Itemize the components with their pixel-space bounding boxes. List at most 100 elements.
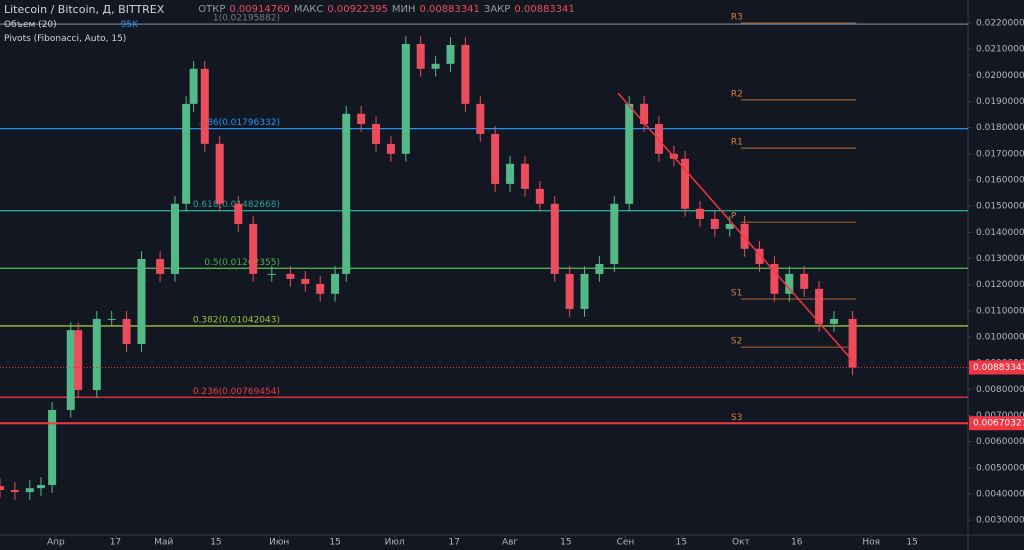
candle-body xyxy=(386,143,395,154)
candle-body xyxy=(446,44,455,64)
candle-body xyxy=(535,188,544,204)
trendline xyxy=(617,92,857,366)
candle-body xyxy=(829,318,838,324)
pivot-label: S3 xyxy=(731,413,742,423)
candle-body xyxy=(107,318,116,320)
candle-body xyxy=(156,258,165,274)
candle-body xyxy=(357,113,366,125)
price-badge-label: 0.00883341 xyxy=(973,363,1024,373)
indicator-name[interactable]: Pivots (Fibonacci, Auto, 15) xyxy=(4,34,127,44)
x-tick-label: Июл xyxy=(385,538,405,548)
candle-body xyxy=(286,273,295,279)
x-tick-label: Ноя xyxy=(862,538,880,548)
candle-body xyxy=(92,318,101,391)
ohlc-key: МАКС xyxy=(293,4,324,15)
x-tick-label: 15 xyxy=(560,538,571,548)
pivot-label: S1 xyxy=(731,289,742,299)
x-tick-label: 15 xyxy=(906,538,917,548)
candle-body xyxy=(189,68,198,104)
candle-body xyxy=(301,278,310,284)
fib-label: 0.5(0.01262355) xyxy=(204,258,280,268)
x-tick-label: 16 xyxy=(791,538,803,548)
candle-body xyxy=(595,263,604,274)
pivot-label: P xyxy=(731,212,737,222)
x-tick-label: 15 xyxy=(676,538,687,548)
candle-body xyxy=(66,330,75,410)
x-tick-label: Июн xyxy=(269,538,289,548)
candle-body xyxy=(815,288,824,324)
x-tick-label: Окт xyxy=(732,538,750,548)
candle-body xyxy=(215,143,224,204)
price-badge xyxy=(969,416,1024,431)
candle-body xyxy=(625,103,634,204)
y-tick-label: 0.02200000 xyxy=(976,19,1024,29)
symbol-title[interactable]: Litecoin / Bitcoin, Д, BITTREX xyxy=(4,3,165,16)
candle-body xyxy=(800,273,809,289)
candle-body xyxy=(770,263,779,294)
candle-body xyxy=(316,283,325,294)
x-tick-label: Май xyxy=(154,538,173,548)
fib-label: 0.382(0.01042043) xyxy=(193,315,280,325)
x-tick-label: Сен xyxy=(617,538,635,548)
candle-body xyxy=(182,103,191,204)
candle-body xyxy=(234,203,243,224)
candle-body xyxy=(506,163,515,184)
candle-body xyxy=(74,330,83,391)
price-badge-label: 0.00670327 xyxy=(973,419,1024,429)
header-row: Litecoin / Bitcoin, Д, BITTREX ОТКР 0.009… xyxy=(4,3,575,16)
candle-body xyxy=(565,273,574,309)
candle-body xyxy=(10,490,19,493)
candle-body xyxy=(0,486,4,491)
candle-body xyxy=(267,273,276,275)
candle-body xyxy=(580,273,589,309)
x-tick-label: Апр xyxy=(47,538,65,548)
x-tick-label: Авг xyxy=(502,538,518,548)
pivot-label: R3 xyxy=(731,13,743,23)
candle-body xyxy=(342,113,351,274)
x-tick-label: 17 xyxy=(448,538,459,548)
pivot-label: R2 xyxy=(731,89,743,99)
indicator-row: Объем (20) 95K xyxy=(4,20,138,30)
candle-body xyxy=(520,163,529,189)
candle-body xyxy=(476,103,485,134)
candle-body xyxy=(200,68,209,144)
ohlc-key: МИН xyxy=(391,4,416,15)
candle-body xyxy=(740,223,749,249)
candle-body xyxy=(372,124,381,144)
ohlc-value: 0.00883341 xyxy=(419,4,480,15)
x-tick-label: 15 xyxy=(329,538,340,548)
ohlc-value: 0.00922395 xyxy=(327,4,388,15)
indicator-value: 95K xyxy=(120,20,139,30)
candle-body xyxy=(725,223,734,229)
candle-body xyxy=(416,43,425,69)
candle-body xyxy=(695,208,704,219)
candle-body xyxy=(610,203,619,264)
candle-body xyxy=(491,133,500,184)
x-tick-label: 17 xyxy=(110,538,121,548)
indicator-name[interactable]: Объем (20) xyxy=(4,20,57,30)
candle-body xyxy=(331,273,340,294)
fib-label: .786(0.01796332) xyxy=(199,118,280,128)
indicator-row: Pivots (Fibonacci, Auto, 15) xyxy=(4,34,126,44)
fib-label: 0.236(0.00769454) xyxy=(193,387,280,397)
candle-body xyxy=(681,158,690,209)
ohlc-key: ОТКР xyxy=(198,4,226,15)
candle-body xyxy=(710,218,719,229)
candle-body xyxy=(137,258,146,345)
